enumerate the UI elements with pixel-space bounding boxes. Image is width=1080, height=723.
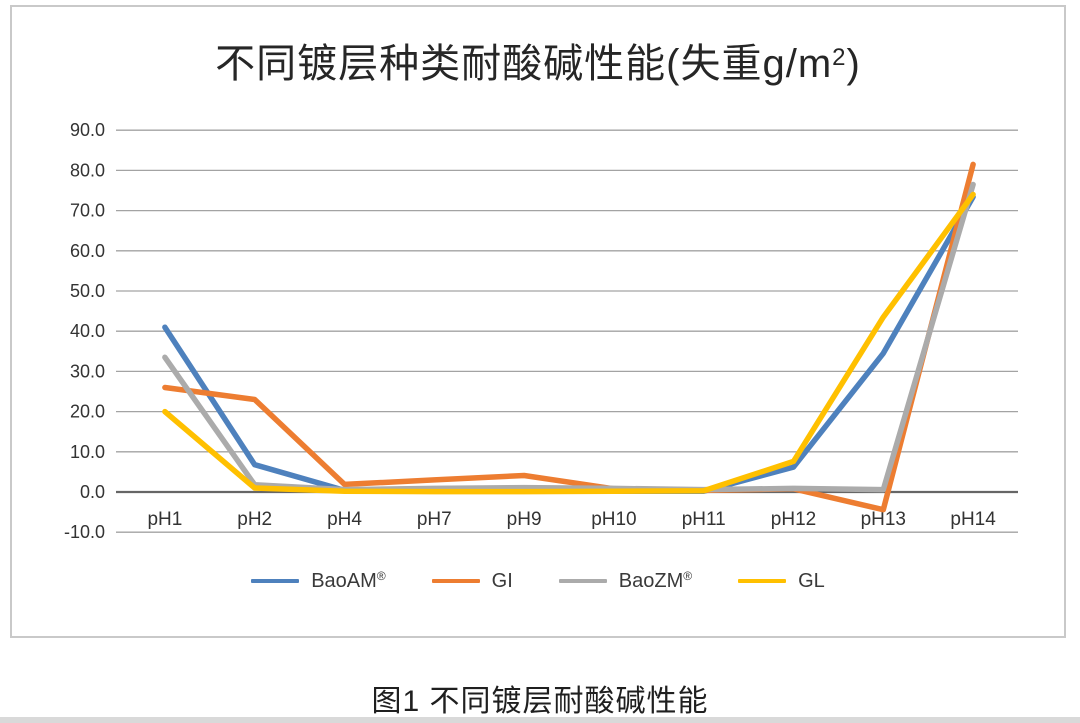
chart-container: 不同镀层种类耐酸碱性能(失重g/m2) 90.0 80.0 70.0 60.0 50.0…	[10, 5, 1066, 638]
series-line-GL	[162, 191, 976, 495]
series-line-BaoZM	[162, 181, 976, 493]
x-tick-label: pH10	[591, 509, 636, 530]
x-axis-labels: pH1 pH2 pH4 pH7 pH9 pH10 pH11 pH12 pH13 pH14	[147, 509, 996, 530]
bottom-edge-strip	[0, 717, 1080, 723]
y-tick-label: 10.0	[70, 442, 105, 462]
legend-label: GI	[491, 569, 513, 592]
legend-label: BaoZM®	[618, 569, 693, 592]
registered-mark: ®	[376, 569, 386, 583]
figure-caption: 图1 不同镀层耐酸碱性能	[371, 685, 709, 718]
chart-title-superscript: 2	[832, 44, 847, 71]
x-tick-label: pH1	[147, 509, 182, 530]
x-tick-label: pH14	[950, 509, 996, 530]
legend-label: BaoAM®	[311, 569, 386, 592]
chart-legend: BaoAM® GI BaoZM® GL	[12, 569, 1064, 593]
y-tick-label: 90.0	[70, 120, 105, 140]
x-tick-label: pH12	[771, 509, 816, 530]
legend-item-BaoAM: BaoAM®	[251, 569, 386, 593]
registered-mark: ®	[683, 569, 693, 583]
y-tick-label: 80.0	[70, 160, 105, 180]
y-tick-label: 70.0	[70, 201, 105, 221]
legend-item-GI: GI	[431, 569, 513, 593]
legend-line-swatch	[431, 579, 480, 583]
line-chart-plot: 90.0 80.0 70.0 60.0 50.0 40.0 30.0 20.0 10.0 0.0 -…	[64, 120, 1018, 542]
y-axis-labels: 90.0 80.0 70.0 60.0 50.0 40.0 30.0 20.0 10.0 0.0 -…	[64, 120, 105, 542]
y-tick-label: 60.0	[70, 241, 105, 261]
x-tick-label: pH7	[417, 509, 452, 530]
y-tick-label: 0.0	[80, 482, 105, 502]
x-tick-label: pH13	[861, 509, 906, 530]
y-tick-label: 20.0	[70, 402, 105, 422]
y-tick-label: 30.0	[70, 361, 105, 381]
series-line-BaoAM	[162, 194, 976, 494]
y-tick-label: -10.0	[64, 522, 105, 542]
chart-title-main: 不同镀层种类耐酸碱性能(失重g/m	[215, 42, 833, 86]
gridlines	[116, 129, 1018, 533]
x-tick-label: pH11	[682, 509, 726, 530]
y-tick-label: 40.0	[70, 321, 105, 341]
x-tick-label: pH9	[507, 509, 542, 530]
x-tick-label: pH2	[237, 509, 272, 530]
legend-line-swatch	[558, 579, 607, 583]
series-line-GI	[162, 161, 976, 513]
legend-item-BaoZM: BaoZM®	[558, 569, 693, 593]
legend-line-swatch	[251, 579, 300, 583]
legend-line-swatch	[738, 579, 787, 583]
chart-title-end: )	[846, 42, 861, 86]
legend-label: GL	[798, 569, 825, 592]
y-tick-label: 50.0	[70, 281, 105, 301]
x-tick-label: pH4	[327, 509, 362, 530]
chart-title: 不同镀层种类耐酸碱性能(失重g/m2)	[12, 31, 1064, 89]
legend-item-GL: GL	[738, 570, 825, 593]
